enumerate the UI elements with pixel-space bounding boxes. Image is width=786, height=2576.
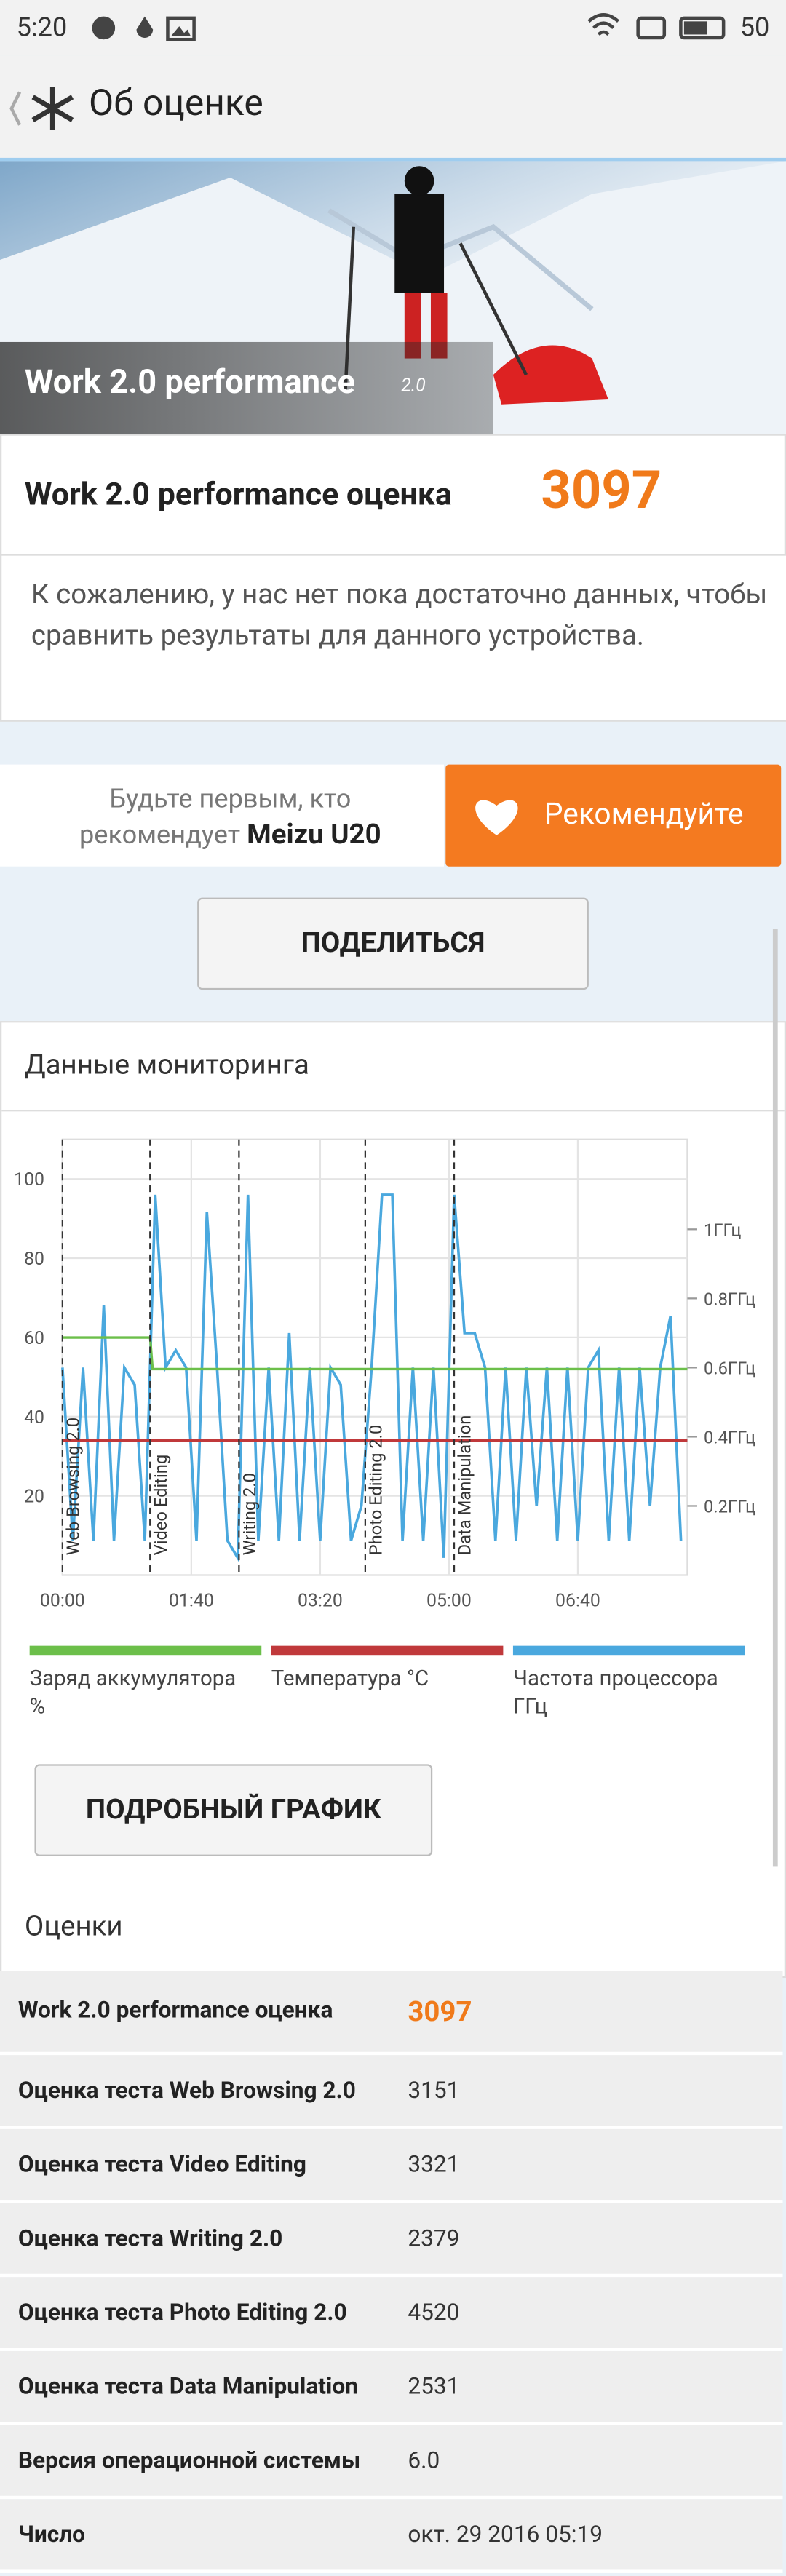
legend: Заряд аккумулятора % Температура °C Частот… [29,1645,761,1728]
row-label: Оценка теста Writing 2.0 [17,2226,283,2253]
marker-label: Photo Editing 2.0 [365,1425,386,1556]
banner: Work 2.0 performance 2.0 [0,161,786,434]
app-bar: Об оценке [0,55,786,162]
y2-tick-label: 1ГГц [704,1220,741,1240]
y2-tick-label: 0.6ГГц [704,1358,755,1378]
row-value: 2531 [408,2374,460,2401]
legend-item: Температура °C [271,1645,513,1694]
table-row: Оценка теста Data Manipulation 2531 [0,2350,783,2425]
y-tick-label: 20 [24,1487,44,1508]
recommend-label: Рекомендуйте [544,797,744,832]
system-icons [587,13,726,40]
ratings-table: Work 2.0 performance оценка 3097 Оценка те… [0,1971,783,2573]
table-row: Work 2.0 performance оценка 3097 [0,1971,783,2056]
ratings-title: Оценки [24,1910,123,1944]
row-value: 4520 [408,2299,460,2327]
message: К сожалению, у нас нет пока достаточно д… [0,554,786,722]
legend-swatch [271,1645,504,1656]
marker-label: Writing 2.0 [239,1473,260,1555]
banner-overlay [0,341,493,434]
page-title: Об оценке [89,84,263,125]
row-value: 3151 [408,2078,460,2105]
row-value: 2379 [408,2226,460,2253]
row-value: 3321 [408,2152,460,2179]
marker-label: Data Manipulation [455,1415,475,1556]
y2-tick-label: 0.8ГГц [704,1289,755,1309]
legend-label: Заряд аккумулятора % [29,1667,237,1720]
status-icons [92,16,196,41]
row-label: Work 2.0 performance оценка [17,1997,333,2024]
x-tick-label: 03:20 [298,1590,343,1611]
y2-tick-label: 0.2ГГц [704,1497,755,1517]
status-bar: 5:20 50 [0,0,786,56]
table-row: Версия операционной системы 6.0 [0,2425,783,2500]
back-logo[interactable] [7,82,82,135]
row-value: окт. 29 2016 05:19 [408,2521,603,2549]
table-row: Оценка теста Video Editing 3321 [0,2128,783,2203]
y-tick-label: 60 [24,1328,44,1349]
recommend-prompt: Будьте первым, кто рекомендует [79,782,352,851]
y2-tick-label: 0.4ГГц [704,1427,755,1447]
y-tick-label: 100 [14,1169,44,1190]
marker-label: Web Browsing 2.0 [63,1418,83,1556]
time: 5:20 [16,11,68,43]
x-tick-label: 05:00 [426,1590,472,1611]
legend-item: Частота процессора ГГц [512,1645,755,1722]
legend-item: Заряд аккумулятора % [29,1645,271,1722]
banner-version: 2.0 [401,375,426,397]
series-line [62,1336,688,1371]
table-row: Оценка теста Photo Editing 2.0 4520 [0,2277,783,2351]
legend-label: Температура °C [271,1667,429,1692]
score-value: 3097 [541,458,662,522]
x-tick-label: 01:40 [169,1590,214,1611]
row-label: Версия операционной системы [17,2448,361,2475]
chart: 20 40 60 80 100 0.2ГГц 0.4ГГц 0.6ГГц 0.8ГГц 1ГГц 0… [14,1138,755,1611]
recommend-button[interactable]: Рекомендуйте [445,764,782,867]
series-line [61,1193,683,1563]
table-row: Оценка теста Writing 2.0 2379 [0,2203,783,2278]
legend-swatch [29,1645,262,1656]
row-label: Оценка теста Photo Editing 2.0 [17,2299,347,2327]
heart-icon [475,800,518,835]
plot-area [61,1138,688,1576]
share-button[interactable]: ПОДЕЛИТЬСЯ [197,897,589,990]
recommend-text: Будьте первым, кто рекомендует Meizu U20 [0,764,445,867]
table-row: Число окт. 29 2016 05:19 [0,2499,783,2573]
x-tick-label: 06:40 [555,1590,600,1611]
legend-swatch [512,1645,745,1656]
battery-level: 50 [739,11,770,43]
row-label: Оценка теста Data Manipulation [17,2374,358,2401]
row-label: Оценка теста Video Editing [17,2152,306,2179]
marker-label: Video Editing [151,1455,171,1556]
row-label: Оценка теста Web Browsing 2.0 [17,2078,356,2105]
x-tick-label: 00:00 [40,1590,85,1611]
score-label: Work 2.0 performance оценка [24,474,452,513]
device-name: Meizu U20 [247,819,381,852]
legend-label: Частота процессора ГГц [512,1667,718,1720]
row-value: 6.0 [408,2448,440,2475]
recommend-caption: Будьте первым, кто рекомендует Meizu U20 [33,781,427,853]
divider [1,1110,785,1112]
scrollbar [772,929,778,1867]
y-tick-label: 80 [24,1249,44,1270]
score-row: Work 2.0 performance оценка 3097 [0,434,786,556]
table-row: Оценка теста Web Browsing 2.0 3151 [0,2055,783,2129]
row-value: 3097 [408,1995,472,2030]
banner-title: Work 2.0 performance [24,362,355,402]
row-label: Число [17,2521,86,2549]
monitoring-title: Данные мониторинга [24,1049,309,1082]
detail-button[interactable]: ПОДРОБНЫЙ ГРАФИК [34,1764,433,1856]
y-tick-label: 40 [24,1407,44,1428]
